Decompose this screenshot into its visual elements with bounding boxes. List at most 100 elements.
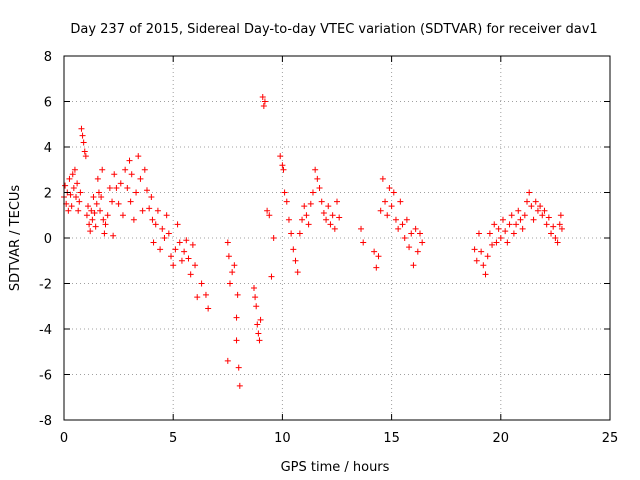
data-point bbox=[557, 212, 564, 219]
data-point bbox=[280, 166, 287, 173]
data-point bbox=[285, 216, 292, 223]
data-point bbox=[288, 230, 295, 237]
data-point bbox=[502, 228, 509, 235]
data-point bbox=[224, 239, 231, 246]
data-point bbox=[403, 216, 410, 223]
data-point bbox=[148, 194, 155, 201]
data-point bbox=[528, 203, 535, 210]
x-tick-label: 5 bbox=[169, 431, 177, 446]
data-point bbox=[126, 157, 133, 164]
data-point bbox=[401, 235, 408, 241]
data-point bbox=[253, 303, 260, 310]
data-point bbox=[318, 198, 325, 205]
data-point bbox=[95, 189, 102, 196]
data-point bbox=[235, 364, 242, 371]
data-point bbox=[414, 248, 421, 255]
data-point bbox=[336, 214, 343, 221]
data-point bbox=[122, 166, 129, 173]
data-point bbox=[270, 235, 277, 241]
data-point bbox=[548, 230, 555, 237]
y-tick-label: 4 bbox=[44, 141, 52, 156]
data-point bbox=[80, 139, 87, 146]
data-point bbox=[76, 198, 83, 205]
data-point bbox=[234, 291, 241, 298]
data-point bbox=[91, 209, 98, 216]
data-point bbox=[93, 200, 100, 207]
data-point bbox=[233, 337, 240, 344]
data-point bbox=[316, 184, 323, 191]
data-point bbox=[489, 241, 496, 248]
data-point bbox=[290, 246, 297, 253]
x-tick-label: 10 bbox=[274, 431, 291, 446]
data-point bbox=[88, 207, 95, 214]
data-point bbox=[506, 221, 513, 228]
data-point bbox=[70, 184, 77, 191]
data-point bbox=[170, 262, 177, 269]
data-point bbox=[78, 125, 85, 132]
data-point bbox=[127, 198, 134, 205]
data-point bbox=[119, 212, 126, 219]
y-tick-label: -2 bbox=[39, 278, 52, 293]
data-point bbox=[205, 305, 212, 312]
data-point bbox=[168, 253, 175, 260]
data-point bbox=[143, 187, 150, 194]
data-point bbox=[65, 207, 72, 214]
data-point bbox=[233, 314, 240, 321]
data-point bbox=[519, 225, 526, 232]
data-point bbox=[329, 212, 336, 219]
data-point bbox=[101, 230, 108, 237]
data-point bbox=[251, 285, 258, 292]
data-point bbox=[150, 239, 157, 246]
data-point bbox=[552, 235, 559, 241]
data-point bbox=[493, 239, 500, 246]
data-point bbox=[416, 230, 423, 237]
data-point bbox=[110, 232, 117, 239]
data-point bbox=[90, 194, 97, 201]
data-point bbox=[473, 257, 480, 264]
data-point bbox=[202, 291, 209, 298]
data-point bbox=[412, 225, 419, 232]
data-point bbox=[379, 175, 386, 182]
data-point bbox=[358, 225, 365, 232]
y-axis-label: SDTVAR / TECUs bbox=[8, 185, 23, 292]
data-point bbox=[130, 216, 137, 223]
data-point bbox=[141, 166, 148, 173]
data-point bbox=[296, 230, 303, 237]
y-tick-label: 0 bbox=[44, 232, 52, 247]
data-point bbox=[98, 194, 105, 201]
data-point bbox=[471, 246, 478, 253]
data-point bbox=[504, 239, 511, 246]
data-point bbox=[106, 184, 113, 191]
data-point bbox=[67, 191, 74, 198]
data-point bbox=[261, 98, 268, 105]
data-point bbox=[475, 230, 482, 237]
data-point bbox=[491, 221, 498, 228]
data-point bbox=[185, 255, 192, 262]
data-point bbox=[550, 223, 557, 230]
data-point bbox=[102, 221, 109, 228]
data-point bbox=[558, 225, 565, 232]
data-point bbox=[97, 207, 104, 214]
data-point bbox=[334, 198, 340, 205]
data-point bbox=[484, 253, 491, 260]
x-tick-label: 25 bbox=[602, 431, 619, 446]
data-point bbox=[154, 207, 161, 214]
data-point bbox=[152, 221, 159, 228]
data-point bbox=[87, 228, 94, 235]
data-point bbox=[556, 221, 563, 228]
data-point bbox=[515, 207, 522, 214]
data-point bbox=[74, 180, 81, 187]
data-point bbox=[305, 221, 312, 228]
data-point bbox=[133, 189, 140, 196]
x-tick-label: 0 bbox=[60, 431, 68, 446]
data-point bbox=[375, 253, 382, 260]
data-point bbox=[231, 262, 238, 269]
data-point bbox=[82, 153, 89, 160]
data-point bbox=[534, 207, 541, 214]
data-point bbox=[159, 225, 166, 232]
data-point bbox=[92, 223, 99, 230]
data-point bbox=[255, 330, 262, 337]
data-point bbox=[530, 216, 537, 223]
data-point bbox=[320, 209, 327, 216]
data-point bbox=[226, 280, 233, 287]
